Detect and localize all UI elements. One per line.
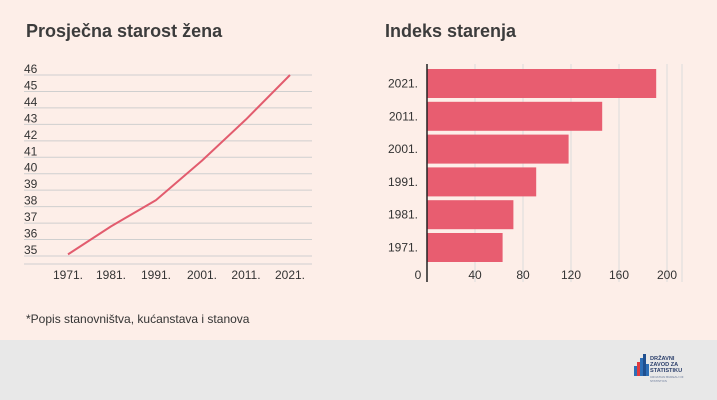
line-y-tick: 46 bbox=[24, 62, 38, 76]
bar-category-label: 2001. bbox=[388, 142, 418, 156]
logo-bar bbox=[637, 362, 640, 376]
line-x-tick: 1981. bbox=[96, 268, 126, 282]
line-x-tick: 2011. bbox=[231, 268, 260, 282]
line-chart-title: Prosječna starost žena bbox=[26, 21, 223, 41]
dzs-logo: DRŽAVNI ZAVOD ZA STATISTIKU CROATIAN BUR… bbox=[634, 354, 694, 383]
footer-band bbox=[0, 340, 717, 400]
logo-bar bbox=[643, 354, 646, 376]
line-y-tick: 35 bbox=[24, 243, 38, 257]
line-y-tick: 36 bbox=[24, 227, 38, 241]
bar bbox=[427, 69, 657, 98]
logo-subtitle: CROATIAN BUREAU OF STATISTICS bbox=[650, 375, 684, 383]
bar bbox=[427, 200, 514, 230]
logo-bar bbox=[634, 366, 637, 376]
charts-svg: 35 36 37 38 39 40 41 42 43 44 45 46 1971. 1981. 1991. 2… bbox=[24, 62, 683, 282]
line-y-tick: 44 bbox=[24, 95, 38, 109]
bar-x-tick: 120 bbox=[561, 268, 581, 282]
line-x-tick: 2001. bbox=[187, 268, 217, 282]
bar-x-tick: 80 bbox=[516, 268, 530, 282]
footnote: *Popis stanovništva, kućanstava i stanov… bbox=[26, 312, 250, 326]
line-y-tick: 41 bbox=[24, 144, 38, 158]
line-series bbox=[67, 74, 291, 256]
line-y-tick: 42 bbox=[24, 128, 38, 142]
logo-line: DRŽAVNI bbox=[650, 356, 675, 362]
line-y-tick: 37 bbox=[24, 210, 38, 224]
bar-category-label: 1991. bbox=[388, 175, 418, 189]
line-x-tick: 1991. bbox=[141, 268, 171, 282]
logo-bar bbox=[646, 364, 649, 376]
bar-x-tick: 200 bbox=[657, 268, 677, 282]
line-y-tick: 40 bbox=[24, 161, 38, 175]
bar-chart-title: Indeks starenja bbox=[385, 21, 517, 41]
bar bbox=[427, 101, 603, 131]
bar-x-tick: 40 bbox=[468, 268, 482, 282]
logo-text: DRŽAVNI ZAVOD ZA STATISTIKU bbox=[650, 356, 682, 374]
bar-category-label: 1971. bbox=[388, 241, 418, 255]
bar-category-label: 2021. bbox=[388, 77, 418, 91]
bar-category-label: 1981. bbox=[388, 208, 418, 222]
bar bbox=[427, 134, 569, 164]
line-y-tick: 38 bbox=[24, 194, 38, 208]
bar bbox=[427, 233, 503, 262]
logo-bar bbox=[640, 358, 643, 376]
line-y-tick: 45 bbox=[24, 78, 38, 92]
logo-line: ZAVOD ZA bbox=[650, 362, 679, 368]
bar-x-tick: 0 bbox=[415, 268, 422, 282]
chart-panel bbox=[0, 0, 717, 340]
line-y-tick: 43 bbox=[24, 111, 38, 125]
line-x-tick: 1971. bbox=[53, 268, 83, 282]
bar bbox=[427, 167, 537, 197]
line-x-tick: 2021. bbox=[275, 268, 305, 282]
logo-line: STATISTIKU bbox=[650, 368, 683, 374]
bar-category-label: 2011. bbox=[389, 109, 418, 123]
bar-x-tick: 160 bbox=[609, 268, 629, 282]
line-y-tick: 39 bbox=[24, 177, 38, 191]
